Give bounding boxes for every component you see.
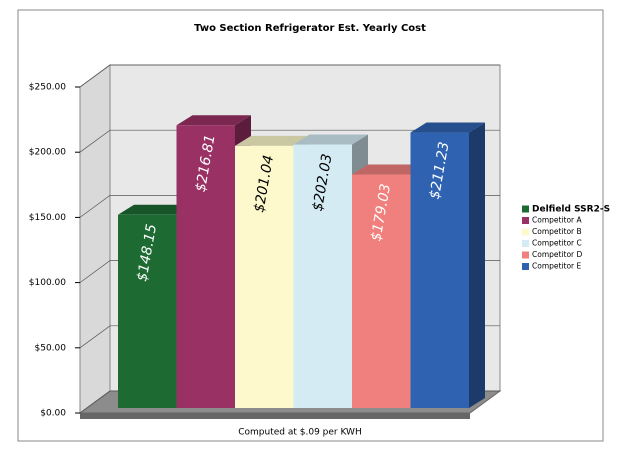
bar-top — [118, 204, 193, 215]
y-tick-label: $0.00 — [40, 409, 66, 419]
legend-label: Delfield SSR2-S — [532, 205, 610, 215]
y-tick-label: $250.00 — [29, 83, 66, 93]
bar — [118, 214, 177, 408]
chart-title: Two Section Refrigerator Est. Yearly Cos… — [194, 23, 426, 34]
bar — [293, 144, 352, 408]
legend-label: Competitor A — [532, 216, 583, 225]
y-tick-label: $150.00 — [29, 213, 66, 223]
grid-line — [79, 64, 500, 88]
y-tick-label: $50.00 — [35, 343, 67, 353]
legend-label: Competitor E — [532, 262, 582, 271]
legend-swatch — [522, 240, 529, 247]
legend-swatch — [522, 217, 529, 224]
y-tick-label: $200.00 — [29, 148, 66, 158]
legend-label: Competitor B — [532, 227, 582, 236]
legend-swatch — [522, 205, 529, 213]
bar-top — [293, 134, 368, 145]
legend-swatch — [522, 228, 529, 236]
y-tick-label: $100.00 — [29, 278, 66, 288]
bar-side — [469, 122, 485, 408]
bar — [410, 132, 469, 408]
bar-top — [176, 115, 251, 126]
left-wall — [79, 64, 111, 414]
bar-top — [410, 122, 485, 133]
grid-line — [79, 129, 500, 153]
legend-swatch — [522, 251, 529, 259]
legend-label: Competitor C — [532, 239, 582, 248]
bar — [352, 174, 411, 408]
bar — [176, 125, 235, 409]
bar-top — [352, 164, 427, 175]
bar-top — [235, 135, 310, 146]
x-axis-label: Computed at $.09 per KWH — [238, 428, 361, 438]
legend-swatch — [522, 263, 529, 270]
floor-edge — [80, 413, 470, 419]
bar — [235, 145, 294, 408]
legend-label: Competitor D — [532, 250, 583, 259]
